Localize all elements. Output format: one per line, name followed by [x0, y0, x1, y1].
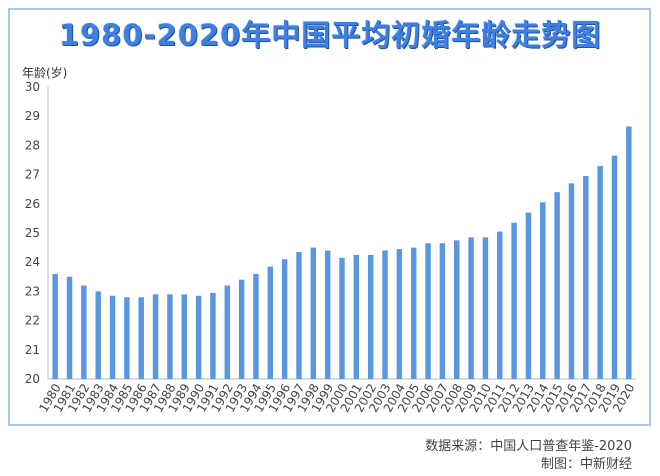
bar-1981 [66, 276, 73, 379]
bar-2000 [339, 257, 345, 379]
source-note: 数据来源：中国人口普查年鉴-2020 [425, 439, 632, 454]
y-tick-label: 25 [25, 226, 40, 240]
bar-1996 [281, 259, 288, 379]
bar-2017 [583, 176, 589, 379]
bar-1982 [81, 285, 87, 379]
bar-2019 [611, 155, 618, 379]
bar-2005 [410, 247, 417, 379]
bar-2016 [568, 183, 575, 379]
y-tick-label: 24 [25, 255, 40, 269]
bar-1990 [195, 295, 202, 379]
bar-2013 [525, 212, 532, 379]
bar-2008 [454, 240, 460, 379]
bar-1984 [109, 295, 116, 379]
y-tick-label: 27 [25, 168, 40, 182]
bar-2004 [396, 249, 403, 379]
y-tick-label: 28 [25, 138, 40, 152]
bar-1992 [224, 285, 230, 379]
bar-2014 [540, 202, 546, 379]
bar-2015 [554, 192, 560, 379]
bar-2003 [382, 250, 388, 379]
bar-1995 [267, 266, 274, 379]
bar-1988 [167, 294, 173, 379]
bar-1987 [152, 294, 159, 379]
y-tick-label: 29 [25, 109, 40, 123]
y-axis-label: 年龄(岁) [22, 66, 68, 80]
bar-1993 [238, 279, 245, 379]
y-tick-label: 21 [25, 343, 40, 357]
y-tick-label: 22 [25, 314, 40, 328]
bar-1991 [210, 292, 216, 379]
bar-2018 [597, 165, 603, 379]
y-tick-label: 23 [25, 284, 40, 298]
bar-2020 [626, 126, 632, 379]
bar-1983 [95, 291, 101, 379]
bar-2012 [511, 222, 517, 379]
y-tick-label: 26 [25, 197, 40, 211]
bar-1980 [52, 273, 58, 379]
chart-title: 1980-2020年中国平均初婚年龄走势图 [58, 18, 602, 52]
bar-2001 [353, 254, 360, 379]
bar-2010 [482, 237, 489, 379]
bar-1986 [138, 297, 144, 379]
bar-2006 [425, 243, 431, 379]
bar-2002 [367, 254, 374, 379]
bar-1998 [310, 247, 317, 379]
bar-1985 [124, 297, 130, 379]
bar-2011 [497, 231, 503, 379]
bar-2009 [468, 237, 474, 379]
bar-2007 [439, 243, 446, 379]
bar-1994 [253, 273, 259, 379]
credit-note: 制图：中新财经 [540, 457, 632, 472]
bar-1989 [181, 294, 187, 379]
y-tick-label: 20 [25, 372, 40, 386]
y-tick-label: 30 [25, 80, 40, 94]
bar-1999 [324, 250, 331, 379]
bar-1997 [296, 251, 302, 379]
